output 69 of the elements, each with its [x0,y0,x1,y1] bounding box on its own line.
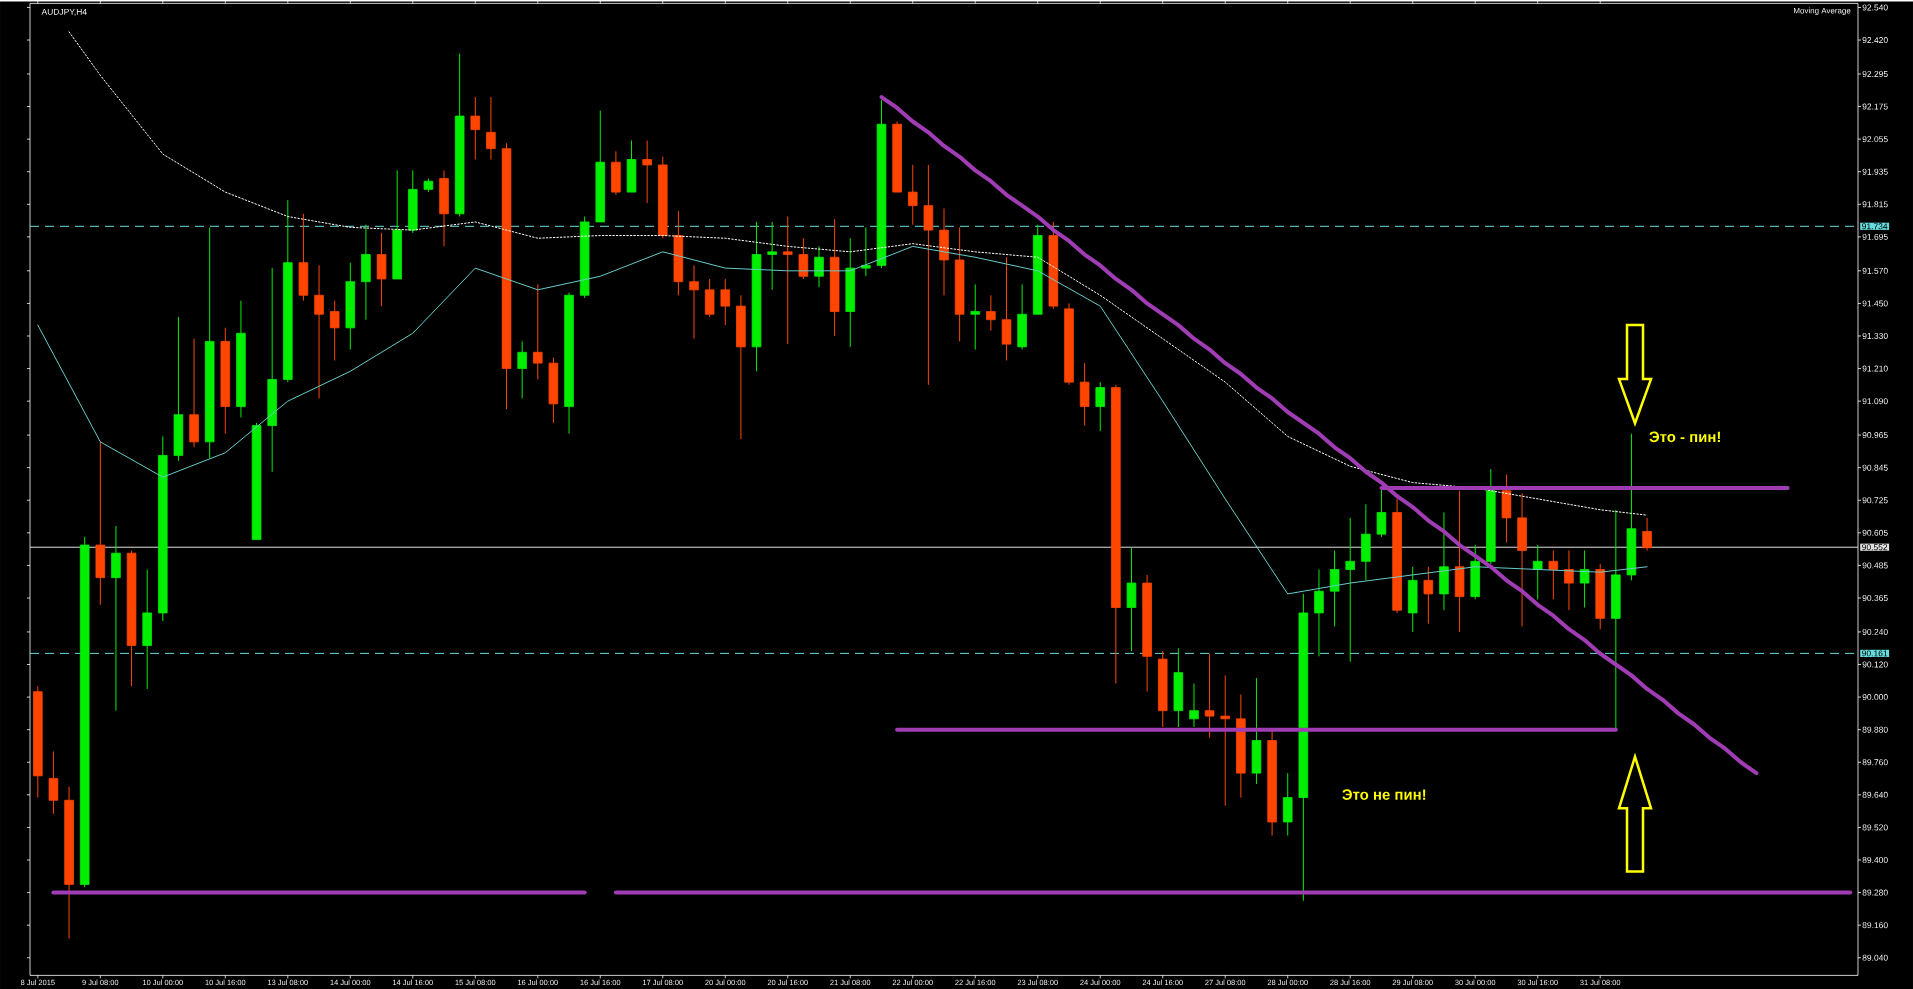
candlestick [1579,549,1590,608]
candlestick [923,164,934,386]
y-tick-label: 89.160 [1862,921,1888,928]
candlestick [861,226,871,277]
y-tick-label: 89.400 [1862,856,1888,863]
y-tick-label: 89.640 [1862,791,1888,798]
candlestick [1564,549,1574,611]
y-tick-label: 89.520 [1862,824,1888,831]
candlestick [1345,517,1355,663]
candlestick [1189,682,1199,728]
y-tick-label: 90.965 [1862,431,1888,438]
y-tick-label: 92.420 [1862,36,1888,43]
text: AUDJPY,H4 [41,8,87,16]
candlestick [1532,544,1543,600]
candlestick [48,750,59,815]
y-tick-label: 92.540 [1862,4,1888,11]
candlestick [782,215,793,345]
candlestick [814,245,824,288]
ref-line-label: 90.552 [1862,544,1888,551]
y-tick-label: 90.000 [1862,693,1888,700]
candlestick [720,278,731,326]
candlestick [1548,549,1559,600]
candlestick [767,221,777,291]
candlestick [986,294,996,331]
y-tick-label: 92.055 [1862,135,1888,142]
candlestick [470,96,481,160]
y-tick-label: 91.815 [1862,201,1888,208]
y-tick-label: 91.210 [1862,365,1888,372]
y-tick-label: 92.175 [1862,103,1888,110]
candlestick [1204,652,1215,739]
y-tick-label: 91.935 [1862,168,1888,175]
y-tick-label: 90.240 [1862,628,1888,635]
candlestick [1423,566,1434,625]
candlestick [798,237,809,280]
candlestick [970,283,981,350]
y-tick-label: 90.725 [1862,497,1888,504]
y-tick-label: 90.605 [1862,529,1888,536]
candlestick [1329,549,1340,627]
y-tick-label: 89.760 [1862,759,1888,766]
candlestick [1314,568,1324,657]
candlestick [689,264,699,340]
candlestick [1095,381,1106,432]
y-tick-label: 91.450 [1862,300,1888,307]
y-tick-label: 89.880 [1862,726,1888,733]
candlestick [517,340,527,399]
ref-line-label: 91.734 [1862,223,1888,230]
annotation: Это - пин! [1649,431,1720,442]
candlestick [486,96,496,160]
y-tick-label: 90.845 [1862,464,1888,471]
candlestick [1220,674,1231,807]
y-tick-label: 91.090 [1862,397,1888,404]
candlestick [1642,517,1652,551]
candlestick [533,283,543,380]
y-tick-label: 90.485 [1862,562,1888,569]
y-tick-label: 91.330 [1862,332,1888,339]
y-tick-label: 90.120 [1862,661,1888,668]
y-tick-label: 89.040 [1862,954,1888,961]
candlestick [314,264,324,399]
candlestick [329,300,340,361]
annotation: Это не пин! [1342,789,1426,800]
candlestick [907,164,918,225]
y-tick-label: 91.695 [1862,233,1888,240]
candlestick [642,139,652,204]
y-tick-label: 90.365 [1862,594,1888,601]
y-tick-label: 89.280 [1862,889,1888,896]
candlestick [1376,487,1387,538]
y-tick-label: 91.570 [1862,267,1888,274]
ref-line-label: 90.161 [1862,650,1888,657]
y-tick-label: 92.295 [1862,70,1888,77]
